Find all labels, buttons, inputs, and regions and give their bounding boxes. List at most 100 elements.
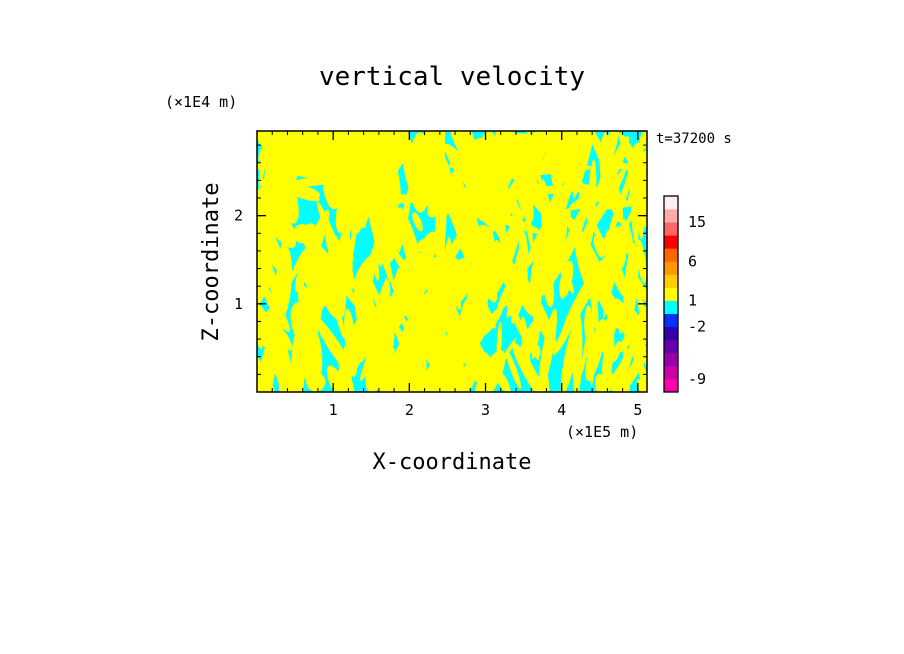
updraft-region — [579, 200, 610, 256]
updraft-region — [444, 237, 452, 291]
colorbar-frame — [663, 195, 679, 393]
x-tick-label: 2 — [405, 401, 414, 419]
colorbar-level — [664, 339, 678, 354]
updraft-region — [318, 263, 334, 311]
updraft-region — [636, 321, 644, 346]
updraft-region — [539, 252, 569, 297]
updraft-region — [521, 316, 531, 374]
colorbar-level — [664, 196, 678, 210]
x-tick-label: 5 — [633, 401, 642, 419]
updraft-region — [519, 184, 587, 195]
colorbar-level — [664, 222, 678, 236]
colorbar-level — [664, 378, 678, 393]
x-axis-label: X-coordinate — [373, 450, 532, 475]
colorbar-level — [664, 209, 678, 223]
updraft-region — [412, 212, 423, 232]
updraft-region — [581, 319, 592, 375]
updraft-region — [448, 145, 510, 169]
updraft-region — [473, 195, 522, 213]
velocity-field — [257, 131, 647, 392]
updraft-region — [538, 363, 550, 392]
updraft-region — [436, 198, 451, 231]
updraft-region — [257, 260, 273, 309]
updraft-region — [287, 248, 307, 286]
colorbar-level — [664, 287, 678, 301]
colorbar-level — [664, 326, 678, 341]
colorbar-level — [664, 235, 678, 249]
colorbar-tick-label: -2 — [688, 318, 706, 336]
updraft-region — [286, 162, 339, 179]
updraft-region — [339, 150, 384, 172]
updraft-region — [373, 254, 380, 281]
updraft-region — [350, 194, 428, 205]
colorbar-tick-label: 1 — [688, 292, 697, 310]
z-tick-label: 2 — [234, 207, 243, 225]
updraft-region — [505, 349, 522, 389]
updraft-region — [257, 363, 272, 391]
updraft-region — [373, 196, 394, 240]
axis-ticks: 1 2 3 4 5 1 2 — [234, 131, 647, 419]
chart-title: vertical velocity — [319, 62, 585, 92]
time-label: t=37200 s — [656, 131, 732, 147]
updraft-region — [572, 311, 583, 392]
updraft-region — [601, 206, 635, 285]
updraft-region — [448, 266, 466, 289]
updraft-region — [326, 365, 346, 392]
updraft-region — [302, 223, 321, 253]
updraft-region — [561, 259, 604, 336]
updraft-region — [636, 379, 647, 392]
updraft-region — [468, 312, 487, 339]
updraft-region — [344, 308, 358, 377]
updraft-region — [611, 341, 622, 363]
updraft-region — [595, 276, 633, 340]
updraft-region — [262, 199, 274, 271]
updraft-region — [531, 313, 542, 360]
updraft-region — [474, 350, 506, 392]
updraft-region — [381, 357, 407, 392]
updraft-region — [274, 131, 344, 139]
updraft-region — [400, 284, 424, 315]
updraft-region — [408, 347, 420, 364]
colorbar: -9 -2 1 6 15 — [663, 195, 706, 393]
updraft-region — [440, 348, 455, 379]
colorbar-level — [664, 300, 678, 314]
updraft-region — [524, 339, 535, 356]
updraft-region — [490, 224, 521, 298]
updraft-region — [433, 370, 451, 392]
colorbar-tick-label: 6 — [688, 252, 697, 270]
updraft-region — [454, 197, 481, 263]
updraft-region — [365, 155, 382, 222]
updraft-region — [257, 331, 263, 349]
updraft-region — [393, 256, 412, 289]
colorbar-level — [664, 274, 678, 288]
updraft-region — [434, 187, 489, 202]
updraft-region — [518, 229, 528, 288]
updraft-region — [354, 276, 380, 359]
z-unit-label: (×1E4 m) — [165, 93, 237, 111]
updraft-region — [601, 324, 614, 346]
colorbar-tick-label: 15 — [688, 213, 706, 231]
x-tick-label: 4 — [557, 401, 566, 419]
plot-frame — [256, 130, 648, 393]
updraft-region — [257, 131, 300, 148]
updraft-region — [598, 160, 647, 175]
updraft-region — [457, 298, 471, 348]
x-tick-label: 1 — [329, 401, 338, 419]
updraft-region — [623, 242, 639, 327]
updraft-region — [636, 239, 647, 284]
updraft-region — [466, 258, 490, 321]
updraft-region — [593, 235, 605, 258]
updraft-region — [414, 260, 436, 286]
updraft-region — [421, 231, 440, 260]
updraft-region — [538, 161, 568, 171]
updraft-region — [257, 296, 282, 359]
colorbar-level — [664, 313, 678, 328]
updraft-region — [379, 245, 389, 263]
updraft-region — [434, 305, 456, 390]
updraft-region — [610, 344, 634, 392]
updraft-region — [470, 204, 541, 234]
x-unit-label: (×1E5 m) — [566, 423, 638, 441]
updraft-region — [408, 167, 465, 189]
colorbar-tick-label: -9 — [688, 370, 706, 388]
